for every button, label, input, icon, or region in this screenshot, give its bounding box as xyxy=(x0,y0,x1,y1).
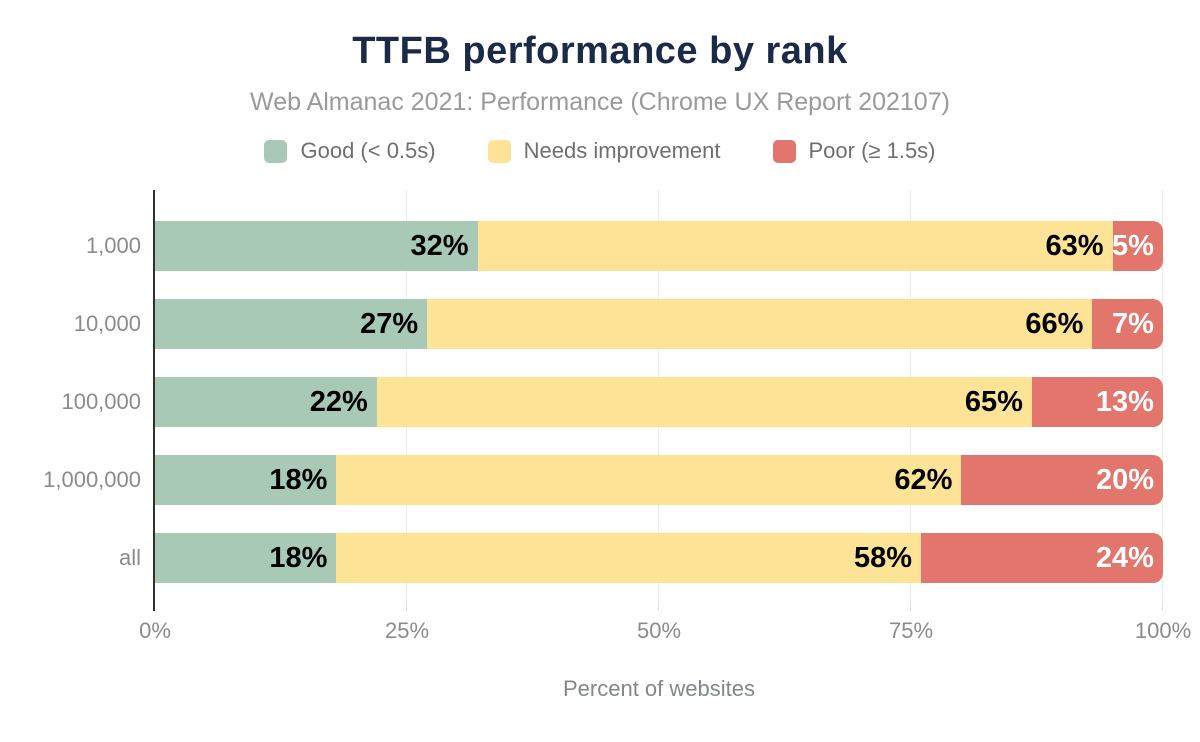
bar-value-label: 18% xyxy=(269,541,328,574)
y-axis-line xyxy=(153,190,155,602)
chart-title: TTFB performance by rank xyxy=(352,30,848,72)
bar-segment: 24% xyxy=(921,533,1163,583)
bar-segment: 7% xyxy=(1092,299,1163,349)
bar-value-label: 24% xyxy=(1095,541,1154,574)
chart-subtitle: Web Almanac 2021: Performance (Chrome UX… xyxy=(250,88,950,116)
legend-label: Needs improvement xyxy=(523,138,721,163)
bar-value-label: 22% xyxy=(309,385,368,418)
bar-segment: 32% xyxy=(155,221,478,271)
bar-segment: 65% xyxy=(376,377,1032,427)
bar-value-label: 63% xyxy=(1045,229,1104,262)
x-axis-label: 0% xyxy=(139,618,171,643)
y-axis-label: 1,000,000 xyxy=(43,467,141,492)
bar-segment: 18% xyxy=(155,455,337,505)
legend-label: Poor (≥ 1.5s) xyxy=(808,138,936,163)
bar-value-label: 58% xyxy=(854,541,913,574)
bar-value-label: 5% xyxy=(1112,229,1154,262)
bar-value-label: 65% xyxy=(964,385,1023,418)
bar-segment: 63% xyxy=(477,221,1113,271)
bar-value-label: 20% xyxy=(1095,463,1154,496)
legend-label: Good (< 0.5s) xyxy=(300,138,436,163)
bar-row: 100,000 22% 65% 13% xyxy=(61,377,1163,427)
y-axis-label: 100,000 xyxy=(61,389,141,414)
y-axis-label: 1,000 xyxy=(85,233,141,258)
bar-segment: 22% xyxy=(155,377,377,427)
y-axis-label: 10,000 xyxy=(73,311,141,336)
x-axis-label: 100% xyxy=(1134,618,1192,643)
axis-tick xyxy=(658,602,659,611)
legend-item: Good (< 0.5s) xyxy=(264,138,436,164)
bar-segment: 62% xyxy=(336,455,962,505)
bar-value-label: 13% xyxy=(1095,385,1154,418)
legend-swatch-icon xyxy=(487,139,511,163)
legend-swatch-icon xyxy=(264,139,288,163)
bar-segment: 66% xyxy=(427,299,1093,349)
x-axis-label: 75% xyxy=(888,618,934,643)
x-axis-label: 50% xyxy=(636,618,682,643)
bar-value-label: 62% xyxy=(894,463,953,496)
legend-swatch-icon xyxy=(772,139,796,163)
bar-value-label: 7% xyxy=(1112,307,1154,340)
y-axis-label: all xyxy=(118,545,141,570)
bar-value-label: 32% xyxy=(410,229,469,262)
bar-value-label: 27% xyxy=(360,307,419,340)
bar-row: 10,000 27% 66% 7% xyxy=(74,299,1163,349)
bar-segment: 5% xyxy=(1112,221,1163,271)
axis-tick xyxy=(406,602,407,611)
bar-segment: 18% xyxy=(155,533,337,583)
axis-tick xyxy=(910,602,911,611)
bar-value-label: 18% xyxy=(269,463,328,496)
bar-row: 1,000,000 18% 62% 20% xyxy=(43,455,1163,505)
axis-tick xyxy=(153,602,155,611)
bar-row: 1,000 32% 63% 5% xyxy=(86,221,1163,271)
legend-item: Poor (≥ 1.5s) xyxy=(772,138,936,164)
bar-segment: 58% xyxy=(336,533,922,583)
x-axis-title: Percent of websites xyxy=(563,676,755,701)
legend-item: Needs improvement xyxy=(487,138,721,164)
x-axis-label: 25% xyxy=(384,618,430,643)
legend: Good (< 0.5s) Needs improvement Poor (≥ 1.… xyxy=(0,138,1200,164)
bar-row: all 18% 58% 24% xyxy=(119,533,1163,583)
bar-value-label: 66% xyxy=(1025,307,1084,340)
plot-area: 1,000 32% 63% 5% 10,000 27% 66% 7% 100,000 22% 65%… xyxy=(43,190,1191,701)
bar-segment: 13% xyxy=(1031,377,1163,427)
bar-segment: 20% xyxy=(961,455,1163,505)
bar-segment: 27% xyxy=(155,299,428,349)
axis-tick xyxy=(1162,602,1163,611)
